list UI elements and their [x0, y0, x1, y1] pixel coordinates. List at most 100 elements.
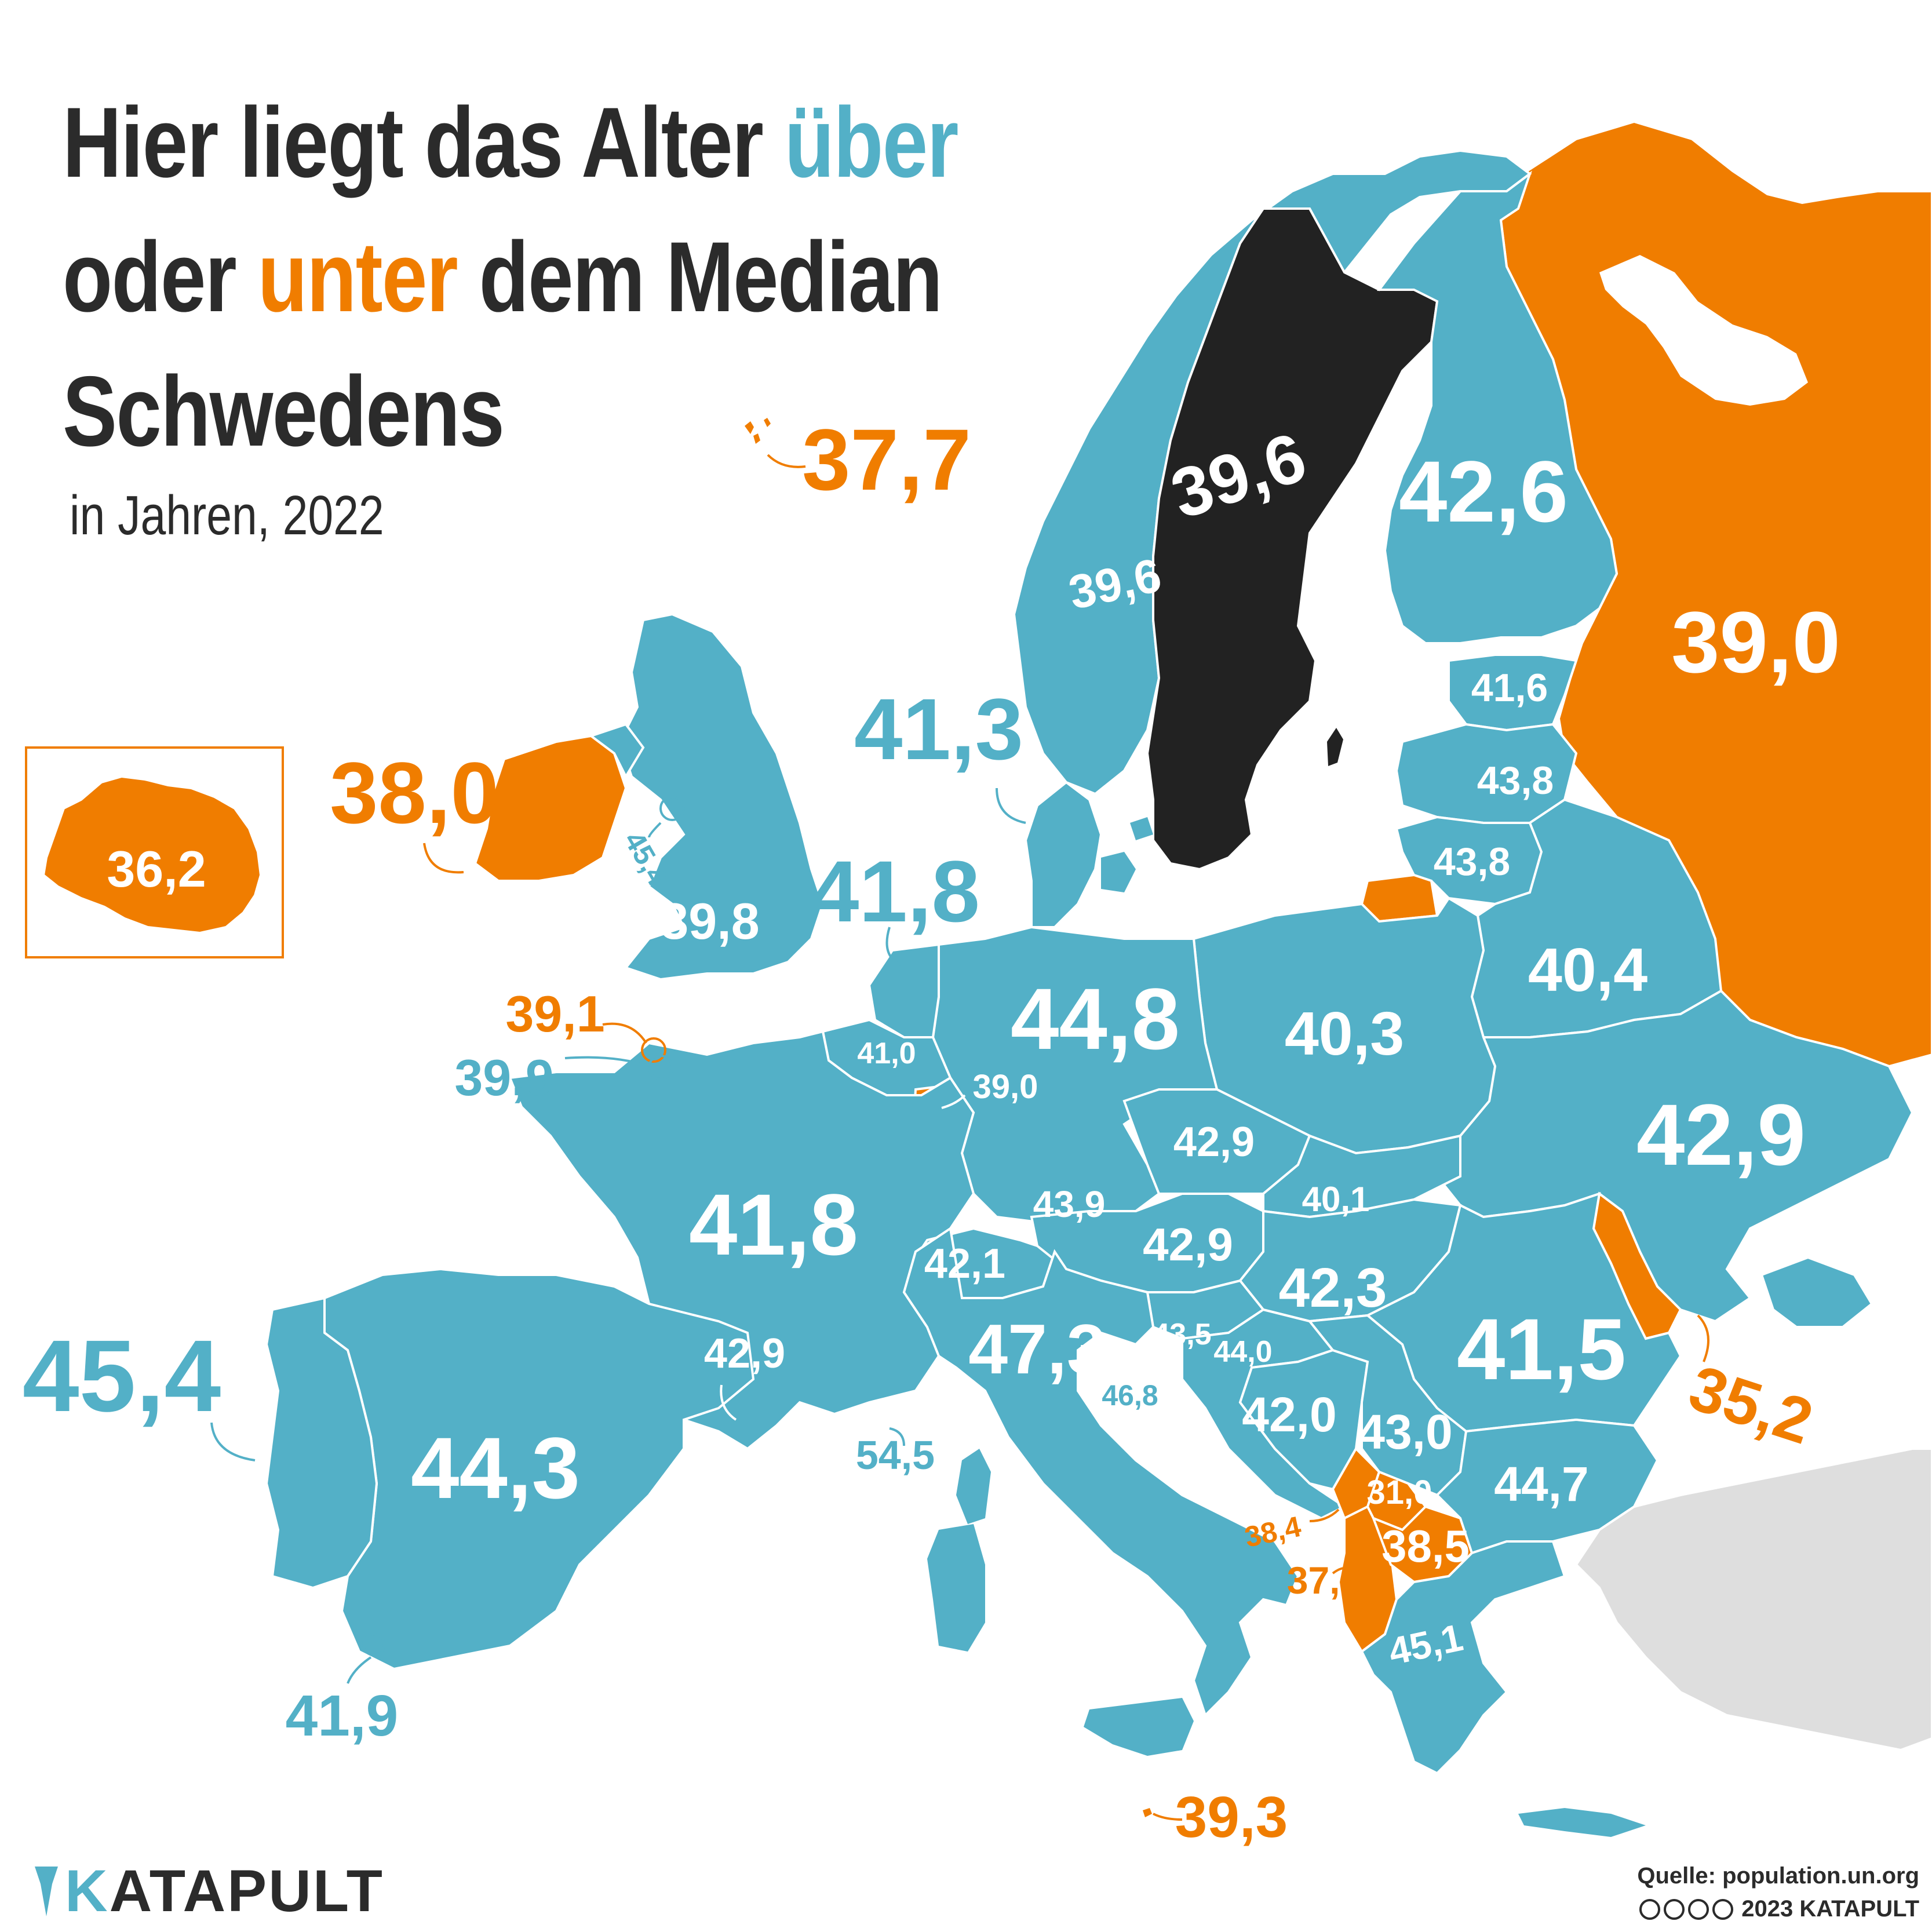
guernsey-leader — [564, 1056, 650, 1067]
label-latvia: 43,8 — [1477, 759, 1554, 803]
label-bulgaria: 44,7 — [1494, 1457, 1589, 1511]
gibraltar-marker — [362, 1633, 385, 1656]
country-turkey — [1574, 1448, 1932, 1752]
label-romania: 41,5 — [1457, 1300, 1626, 1398]
label-slovenia: 43,5 — [1153, 1318, 1211, 1351]
label-iceland: 36,2 — [107, 840, 206, 898]
northern-ireland — [588, 723, 645, 779]
label-serbia: 43,0 — [1358, 1405, 1453, 1459]
title-line-3: Schwedens — [63, 356, 505, 467]
creative-commons-icon — [1639, 1898, 1734, 1920]
island-sardinia — [927, 1524, 985, 1652]
crimea — [1760, 1256, 1873, 1328]
copyright: 2023 KATAPULT — [1639, 1896, 1919, 1922]
title-line-1: Hier liegt das Alter über — [63, 87, 959, 198]
label-estonia: 41,6 — [1471, 666, 1548, 710]
gibraltar-leader — [347, 1656, 372, 1684]
label-guernsey: 39,9 — [454, 1049, 553, 1106]
guernsey-marker — [648, 1055, 673, 1080]
title-above-word: über — [784, 87, 959, 198]
monaco-leader — [720, 1384, 737, 1421]
gotland — [1327, 728, 1343, 766]
netherlands-leader — [885, 927, 902, 966]
island-corsica — [956, 1449, 991, 1524]
label-liechtenstein: 43,9 — [1033, 1183, 1106, 1225]
label-montenegro: 38,4 — [1242, 1510, 1304, 1554]
label-austria: 42,9 — [1143, 1219, 1233, 1270]
label-slovakia: 40,1 — [1302, 1180, 1370, 1219]
country-netherlands — [867, 943, 940, 1038]
label-france: 41,8 — [689, 1176, 858, 1273]
source: Quelle: population.un.org — [1637, 1863, 1919, 1889]
label-north-macedonia: 38,5 — [1381, 1521, 1470, 1572]
malta-leader — [1153, 1813, 1183, 1821]
label-andorra: 54,5 — [856, 1432, 935, 1478]
label-jersey: 39,1 — [505, 985, 604, 1042]
title-below-word: unter — [257, 221, 458, 333]
label-italy: 47,3 — [968, 1310, 1106, 1388]
country-bulgaria — [1435, 1418, 1659, 1555]
logo-first-letter: K — [65, 1858, 110, 1924]
country-finland — [1377, 170, 1618, 644]
label-germany: 44,8 — [1011, 970, 1180, 1067]
albania-leader — [1332, 1567, 1351, 1574]
label-bosnia: 42,0 — [1242, 1387, 1337, 1442]
title: Hier liegt das Alter über oder unter dem… — [63, 75, 958, 479]
label-belgium: 41,0 — [857, 1037, 916, 1070]
isle-of-man — [668, 801, 677, 814]
country-uk — [618, 613, 825, 981]
label-gibraltar: 41,9 — [286, 1683, 399, 1748]
faroe-leader — [767, 454, 806, 468]
country-greece — [1360, 1540, 1566, 1775]
isle-of-man-marker — [659, 796, 685, 821]
label-switzerland: 42,1 — [924, 1241, 1005, 1287]
island-sicily — [1084, 1698, 1194, 1756]
country-italy — [902, 1226, 1300, 1718]
label-moldova: 35,2 — [1681, 1352, 1821, 1458]
label-netherlands: 41,8 — [811, 843, 980, 940]
country-slovakia — [1262, 1134, 1461, 1219]
logo-rest: ATAPULT — [109, 1858, 384, 1924]
jersey-marker — [641, 1037, 666, 1063]
portugal-leader — [210, 1422, 256, 1461]
white-sea — [1599, 255, 1808, 406]
label-lithuania: 43,8 — [1434, 840, 1510, 884]
denmark-leader — [996, 788, 1026, 824]
katapult-logo: K ATAPULT — [35, 1857, 384, 1925]
label-ukraine: 42,9 — [1636, 1086, 1806, 1183]
luxembourg-leader — [941, 1094, 966, 1109]
denmark-islands — [1101, 817, 1153, 892]
country-iceland — [42, 775, 263, 935]
andorra-leader — [889, 1427, 905, 1446]
title-line-2: oder unter dem Median — [63, 221, 943, 333]
moldova-leader — [1697, 1314, 1709, 1362]
label-russia: 39,0 — [1671, 593, 1840, 691]
isle-of-man-leader — [648, 822, 662, 838]
ireland-leader — [423, 843, 464, 874]
label-monaco: 42,9 — [704, 1330, 785, 1377]
label-finland: 42,6 — [1399, 443, 1568, 540]
label-san-marino: 46,8 — [1102, 1379, 1158, 1412]
label-portugal: 45,4 — [23, 1319, 221, 1433]
country-denmark — [1024, 781, 1103, 928]
label-malta: 39,3 — [1175, 1785, 1288, 1850]
island-crete — [1518, 1808, 1646, 1837]
subtitle: in Jahren, 2022 — [70, 484, 384, 546]
country-portugal — [265, 1296, 378, 1590]
country-sweden — [1146, 207, 1439, 871]
jersey-leader — [602, 1022, 647, 1044]
label-faroe: 37,7 — [802, 411, 971, 508]
label-poland: 40,3 — [1285, 1000, 1404, 1068]
label-croatia: 44,0 — [1213, 1335, 1272, 1369]
label-czechia: 42,9 — [1173, 1119, 1255, 1165]
label-albania: 37,6 — [1287, 1559, 1361, 1602]
label-kosovo: 31,0 — [1367, 1474, 1432, 1511]
montenegro-leader — [1309, 1508, 1340, 1522]
label-denmark: 41,3 — [854, 680, 1023, 778]
label-ireland: 38,0 — [330, 744, 499, 841]
country-france — [508, 1030, 975, 1450]
label-belarus: 40,4 — [1528, 936, 1647, 1004]
label-spain: 44,3 — [411, 1419, 580, 1517]
